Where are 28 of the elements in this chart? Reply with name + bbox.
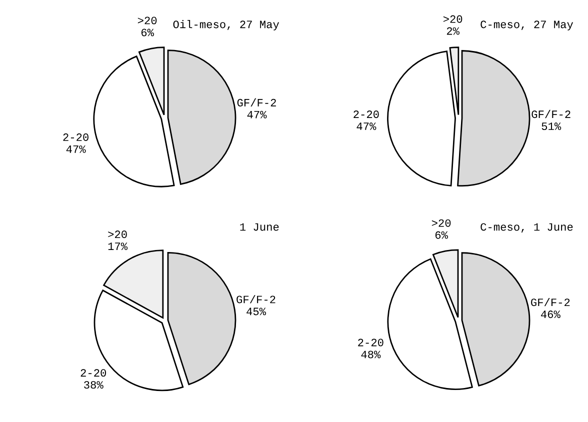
chart-title: 1 June bbox=[240, 223, 279, 231]
slice-label: 2-20 bbox=[80, 369, 106, 377]
chart-title: Oil-meso, 27 May bbox=[173, 20, 280, 30]
slice-label: GF/F-2 bbox=[532, 110, 570, 118]
data-label: 6% bbox=[141, 28, 154, 36]
data-label: 6% bbox=[435, 231, 448, 239]
slice-label: 2-20 bbox=[63, 133, 88, 141]
slice-label: 2-20 bbox=[354, 110, 379, 118]
slice-label: GF/F-2 bbox=[531, 298, 570, 306]
data-label: 48% bbox=[361, 350, 381, 358]
data-label: 45% bbox=[246, 308, 266, 316]
slice-label: GF/F-2 bbox=[237, 98, 276, 106]
data-label: 46% bbox=[540, 310, 560, 318]
slice-label: >20 bbox=[432, 219, 451, 227]
data-label: 17% bbox=[108, 242, 128, 250]
slice-label: GF/F-2 bbox=[236, 295, 276, 304]
data-label: 38% bbox=[84, 381, 104, 389]
data-label: 47% bbox=[66, 145, 86, 153]
data-label: 47% bbox=[247, 110, 267, 118]
chart-title: C-meso, 1 June bbox=[480, 223, 573, 233]
data-label: 2% bbox=[446, 27, 460, 35]
slice-label: >20 bbox=[108, 230, 127, 238]
data-label: 51% bbox=[542, 122, 562, 130]
slice-label: 2-20 bbox=[358, 338, 384, 346]
slice-label: >20 bbox=[138, 16, 157, 24]
chart-title: C-meso, 27 May bbox=[480, 20, 574, 30]
slice-label: >20 bbox=[443, 15, 462, 23]
data-label: 47% bbox=[356, 122, 376, 130]
